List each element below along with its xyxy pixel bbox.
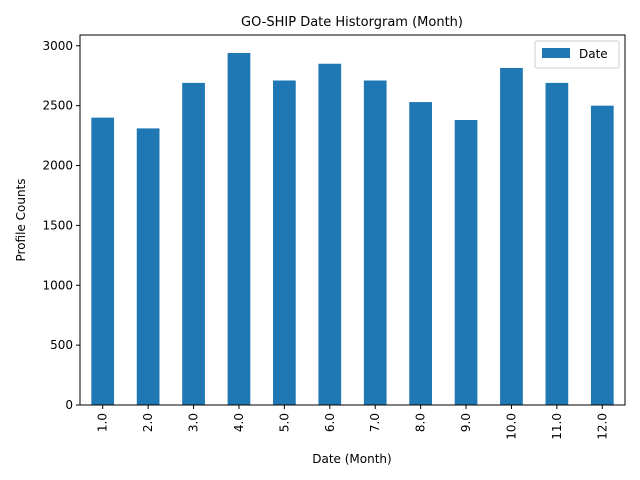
y-tick-label: 2500 — [42, 99, 73, 113]
plot-frame — [79, 34, 626, 406]
legend: Date — [534, 40, 620, 69]
y-tick-label: 2000 — [42, 159, 73, 173]
bar — [318, 63, 342, 406]
x-tick-label: 9.0 — [459, 413, 473, 432]
bar — [500, 67, 523, 406]
bar — [273, 80, 296, 405]
x-tick-label: 12.0 — [595, 413, 609, 440]
x-tick-label: 6.0 — [323, 413, 337, 432]
legend-swatch — [542, 48, 570, 58]
x-tick-label: 5.0 — [277, 413, 291, 432]
x-tick-label: 10.0 — [504, 413, 518, 440]
bar — [454, 120, 478, 406]
x-tick-label: 3.0 — [187, 413, 201, 432]
x-tick-label: 4.0 — [232, 413, 246, 432]
bar — [227, 52, 251, 406]
bar — [182, 82, 205, 406]
plot-area: 0 500 1000 1500 2000 2500 3000 1.0 2.0 3.0 4.0 5.0 6… — [42, 34, 626, 440]
x-tick-label: 2.0 — [141, 413, 155, 432]
y-tick-label: 3000 — [42, 39, 73, 53]
bar — [363, 80, 387, 405]
bar — [590, 105, 614, 406]
chart-title: GO-SHIP Date Historgram (Month) — [241, 15, 463, 30]
y-tick-label: 500 — [50, 338, 73, 352]
bar — [136, 128, 160, 405]
x-tick-label: 8.0 — [414, 413, 428, 432]
y-tick-label: 1000 — [42, 278, 73, 292]
bar — [409, 102, 432, 405]
y-axis-label: Profile Counts — [14, 178, 28, 261]
x-tick-label: 1.0 — [96, 413, 110, 432]
x-tick-label: 11.0 — [550, 413, 564, 440]
bar — [91, 117, 115, 406]
legend-frame — [534, 40, 620, 69]
y-tick-label: 1500 — [42, 218, 73, 232]
bar — [545, 82, 569, 406]
y-tick-label: 0 — [65, 398, 73, 412]
legend-label: Date — [579, 47, 608, 61]
x-axis-label: Date (Month) — [312, 452, 391, 466]
x-tick-label: 7.0 — [368, 413, 382, 432]
